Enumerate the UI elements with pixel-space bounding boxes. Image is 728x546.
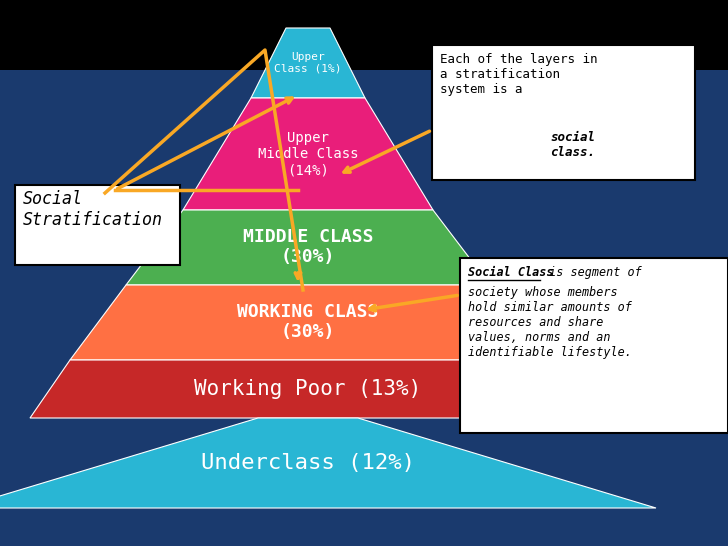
- Polygon shape: [30, 360, 586, 418]
- Polygon shape: [126, 210, 490, 285]
- Bar: [432, 45, 695, 180]
- Polygon shape: [251, 28, 365, 98]
- Text: Social Class: Social Class: [468, 266, 553, 279]
- Bar: [0, 0, 728, 70]
- Text: Upper
Middle Class
(14%): Upper Middle Class (14%): [258, 131, 358, 177]
- Polygon shape: [0, 418, 656, 508]
- Polygon shape: [70, 285, 546, 360]
- Text: Each of the layers in
a stratification
system is a: Each of the layers in a stratification s…: [440, 53, 598, 96]
- Bar: [460, 258, 728, 433]
- Text: Upper
Class (1%): Upper Class (1%): [274, 52, 341, 74]
- Text: MIDDLE CLASS
(30%): MIDDLE CLASS (30%): [242, 228, 373, 266]
- Bar: [15, 185, 180, 265]
- Text: Social
Stratification: Social Stratification: [23, 190, 163, 229]
- Text: WORKING CLASS
(30%): WORKING CLASS (30%): [237, 302, 379, 341]
- Polygon shape: [183, 98, 433, 210]
- Text: society whose members
hold similar amounts of
resources and share
values, norms : society whose members hold similar amoun…: [468, 286, 632, 359]
- Text: Working Poor (13%): Working Poor (13%): [194, 379, 422, 399]
- Text: is segment of: is segment of: [542, 266, 642, 279]
- Text: Underclass (12%): Underclass (12%): [201, 453, 415, 473]
- Text: social
class.: social class.: [550, 131, 595, 159]
